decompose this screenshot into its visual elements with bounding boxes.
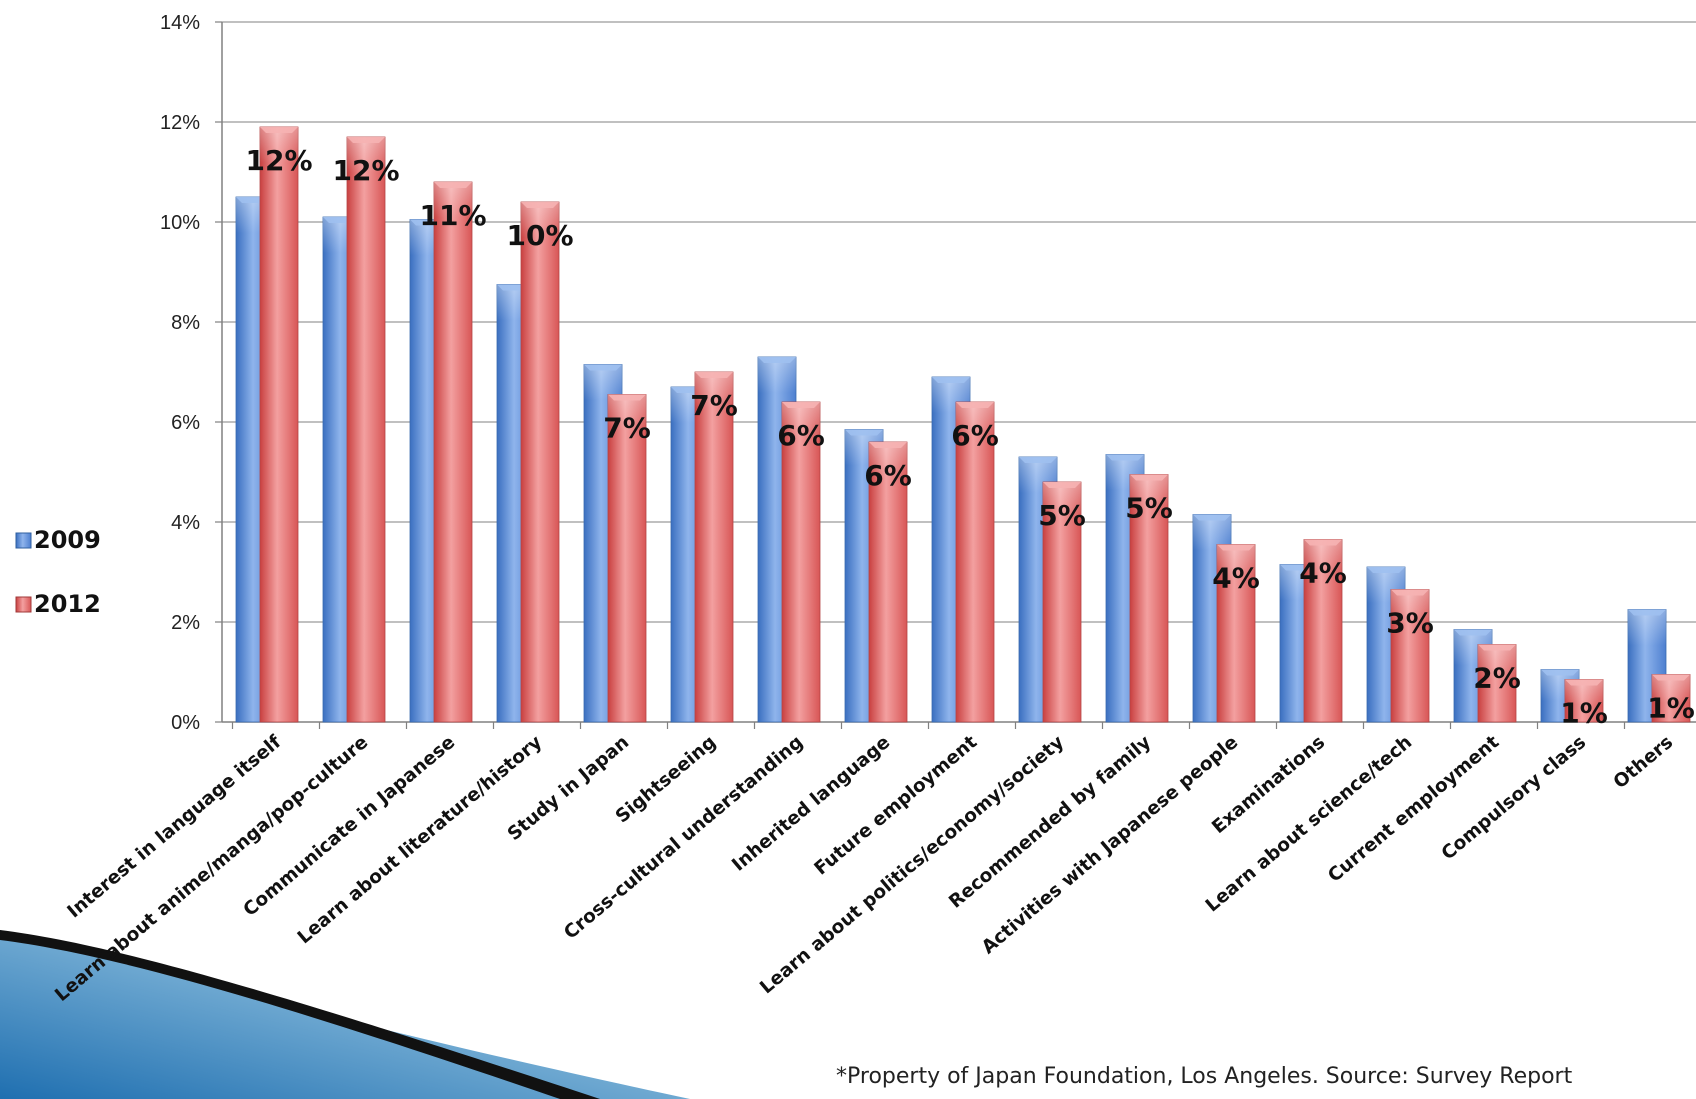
bar-2012 [1564,679,1604,723]
bar-2012 [1216,544,1256,723]
source-footnote: *Property of Japan Foundation, Los Angel… [836,1064,1573,1089]
y-tick-label: 8% [171,312,200,334]
category-label: Learn about politics/economy/society [756,732,1068,999]
data-label: 4% [1299,557,1347,590]
category-label: Future employment [811,732,982,880]
legend-label-2012: 2012 [34,590,101,618]
data-label: 5% [1038,499,1086,532]
bar-2012 [346,136,386,723]
bar-2012 [694,371,734,723]
data-label: 7% [603,412,651,445]
data-label: 7% [690,389,738,422]
data-label: 5% [1125,492,1173,525]
corner-decoration [0,930,690,1099]
bar-2012 [955,401,995,723]
bar-2012 [433,181,473,723]
data-label: 6% [864,459,912,492]
bar-2012 [1303,539,1343,723]
data-label: 4% [1212,562,1260,595]
category-label: Compulsory class [1438,732,1591,865]
data-label: 12% [245,144,312,177]
data-label: 3% [1386,607,1434,640]
y-axis-ticks: 0% 2% 4% 6% 8% 10% 12% 14% [160,12,200,734]
bar-2012 [781,401,821,723]
legend-swatch-2012 [15,596,32,613]
data-label: 6% [951,419,999,452]
data-label: 12% [332,154,399,187]
bar-2012 [1129,474,1169,723]
y-tick-label: 6% [171,412,200,434]
bar-2012 [868,441,908,723]
y-tick-label: 2% [171,612,200,634]
legend-swatch-2009 [15,532,32,549]
y-tick-label: 12% [160,112,200,134]
data-label: 2% [1473,662,1521,695]
bar-2012 [259,126,299,723]
y-tick-label: 0% [171,712,200,734]
data-label: 1% [1560,697,1608,730]
legend-label-2009: 2009 [34,526,101,554]
bars [235,126,1691,723]
data-labels: 12% 12% 11% 10% 7% 7% 6% 6% 6% 5% 5% 4% 4% 3% 2% 1% 1% [245,144,1694,730]
bar-2012 [607,394,647,723]
y-tick-label: 4% [171,512,200,534]
bar-2012 [1042,481,1082,723]
bar-2012 [1390,589,1430,723]
y-tick-label: 10% [160,212,200,234]
y-tick-label: 14% [160,12,200,34]
legend: 2009 2012 [15,526,101,618]
bar-2012 [520,201,560,723]
bar-2012 [1477,644,1517,723]
category-label: Learn about anime/manga/pop-culture [51,732,372,1006]
category-label: Inherited language [728,732,894,876]
data-label: 11% [419,199,486,232]
data-label: 10% [506,219,573,252]
data-label: 1% [1647,692,1695,725]
bar-2012 [1651,674,1691,723]
category-label: Current employment [1324,732,1503,887]
category-label: Others [1610,732,1677,793]
data-label: 6% [777,419,825,452]
